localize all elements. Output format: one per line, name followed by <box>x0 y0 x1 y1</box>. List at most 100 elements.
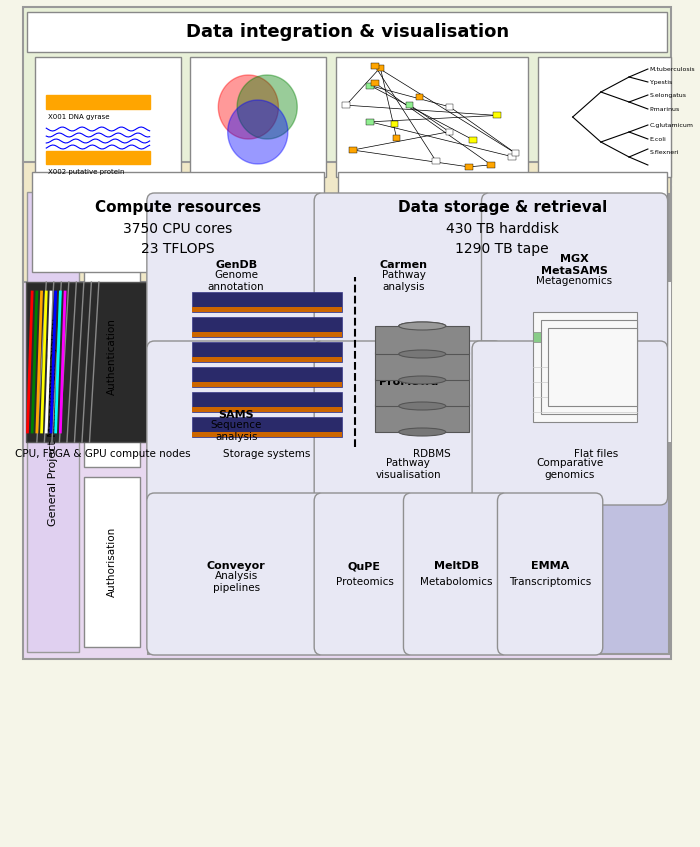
Text: Conveyor: Conveyor <box>206 561 265 571</box>
Bar <box>377 64 384 70</box>
Bar <box>46 151 150 164</box>
Text: CPU, FPGA & GPU compute nodes: CPU, FPGA & GPU compute nodes <box>15 449 190 459</box>
Text: RDBMS: RDBMS <box>413 449 451 459</box>
Bar <box>533 312 636 422</box>
Text: Authorisation: Authorisation <box>107 527 117 597</box>
Bar <box>192 307 342 312</box>
Bar <box>533 332 636 342</box>
Bar <box>512 150 519 156</box>
FancyBboxPatch shape <box>482 193 668 353</box>
FancyBboxPatch shape <box>147 193 326 353</box>
Bar <box>367 83 374 89</box>
Text: Metabolomics: Metabolomics <box>420 577 492 587</box>
Bar <box>23 187 671 659</box>
Text: X002 putative protein: X002 putative protein <box>48 169 125 175</box>
Bar <box>508 153 516 159</box>
FancyBboxPatch shape <box>472 341 668 505</box>
Text: EMMA: EMMA <box>531 561 569 571</box>
Ellipse shape <box>399 322 446 330</box>
Text: MGX
MetaSAMS: MGX MetaSAMS <box>541 254 608 276</box>
Ellipse shape <box>399 400 446 408</box>
Bar <box>393 136 400 141</box>
Bar <box>192 332 342 337</box>
FancyBboxPatch shape <box>314 193 493 353</box>
Bar <box>355 282 510 442</box>
Text: Pathway
visualisation: Pathway visualisation <box>375 458 441 479</box>
Bar <box>23 162 671 282</box>
Bar <box>27 12 666 52</box>
Bar <box>375 404 469 432</box>
Text: ProMeTra: ProMeTra <box>379 377 438 387</box>
Bar <box>337 172 666 272</box>
Bar <box>192 392 342 412</box>
Bar <box>192 342 342 362</box>
Bar <box>538 57 671 177</box>
Text: MeltDB: MeltDB <box>433 561 479 571</box>
Bar <box>342 102 350 108</box>
Bar <box>192 432 342 437</box>
FancyBboxPatch shape <box>498 493 603 655</box>
Bar <box>192 382 342 387</box>
Text: QuPE: QuPE <box>348 561 381 571</box>
Ellipse shape <box>399 348 446 356</box>
Bar <box>548 328 636 406</box>
Text: Data integration & visualisation: Data integration & visualisation <box>186 23 509 41</box>
Text: P.marinus: P.marinus <box>650 107 680 112</box>
Bar <box>349 147 356 153</box>
Text: Storage systems: Storage systems <box>223 449 311 459</box>
Bar <box>446 104 454 110</box>
Bar <box>540 320 636 414</box>
Bar <box>371 63 379 69</box>
Text: 3750 CPU cores: 3750 CPU cores <box>123 222 232 236</box>
Text: M.tuberculosis: M.tuberculosis <box>650 67 695 71</box>
Bar <box>148 194 669 654</box>
Bar <box>35 57 181 177</box>
Text: Carmen: Carmen <box>379 260 428 270</box>
Bar <box>192 317 342 337</box>
Text: C.glutamicum: C.glutamicum <box>650 123 694 128</box>
Text: S.flexneri: S.flexneri <box>650 150 679 154</box>
Polygon shape <box>228 100 288 164</box>
Bar <box>190 57 326 177</box>
Bar <box>190 282 345 442</box>
Text: E.coli: E.coli <box>650 136 666 141</box>
Text: Metagenomics: Metagenomics <box>536 276 612 286</box>
Text: 430 TB harddisk: 430 TB harddisk <box>446 222 559 236</box>
Bar <box>192 417 342 437</box>
Bar <box>192 407 342 412</box>
FancyBboxPatch shape <box>147 341 326 505</box>
Polygon shape <box>218 75 279 139</box>
Text: Compute resources: Compute resources <box>94 200 261 214</box>
Bar <box>494 113 500 119</box>
Ellipse shape <box>399 350 446 358</box>
Text: Pathway
analysis: Pathway analysis <box>382 270 426 292</box>
Bar <box>391 120 398 126</box>
Bar <box>445 129 453 135</box>
Text: SAMS: SAMS <box>218 410 254 420</box>
Bar <box>26 282 181 442</box>
Ellipse shape <box>399 322 446 330</box>
Text: X001 DNA gyrase: X001 DNA gyrase <box>48 114 110 120</box>
FancyBboxPatch shape <box>314 341 502 505</box>
Ellipse shape <box>399 374 446 382</box>
Bar <box>32 172 323 272</box>
Bar <box>192 357 342 362</box>
Bar <box>84 247 140 467</box>
Text: Sequence
analysis: Sequence analysis <box>211 420 262 442</box>
Text: 1290 TB tape: 1290 TB tape <box>456 242 549 256</box>
Text: Data storage & retrieval: Data storage & retrieval <box>398 200 607 214</box>
Bar <box>23 7 671 182</box>
Bar <box>519 282 671 442</box>
FancyBboxPatch shape <box>314 493 415 655</box>
Text: General Project Management System: General Project Management System <box>48 318 58 526</box>
Ellipse shape <box>399 402 446 410</box>
Text: Comparative
genomics: Comparative genomics <box>536 458 603 479</box>
Text: Transcriptomics: Transcriptomics <box>509 577 592 587</box>
Text: 23 TFLOPS: 23 TFLOPS <box>141 242 215 256</box>
Bar <box>433 158 440 164</box>
Bar <box>192 292 342 312</box>
Bar <box>416 94 423 100</box>
Text: EDGAR: EDGAR <box>548 377 592 387</box>
Bar <box>372 80 379 86</box>
Bar <box>46 95 150 109</box>
